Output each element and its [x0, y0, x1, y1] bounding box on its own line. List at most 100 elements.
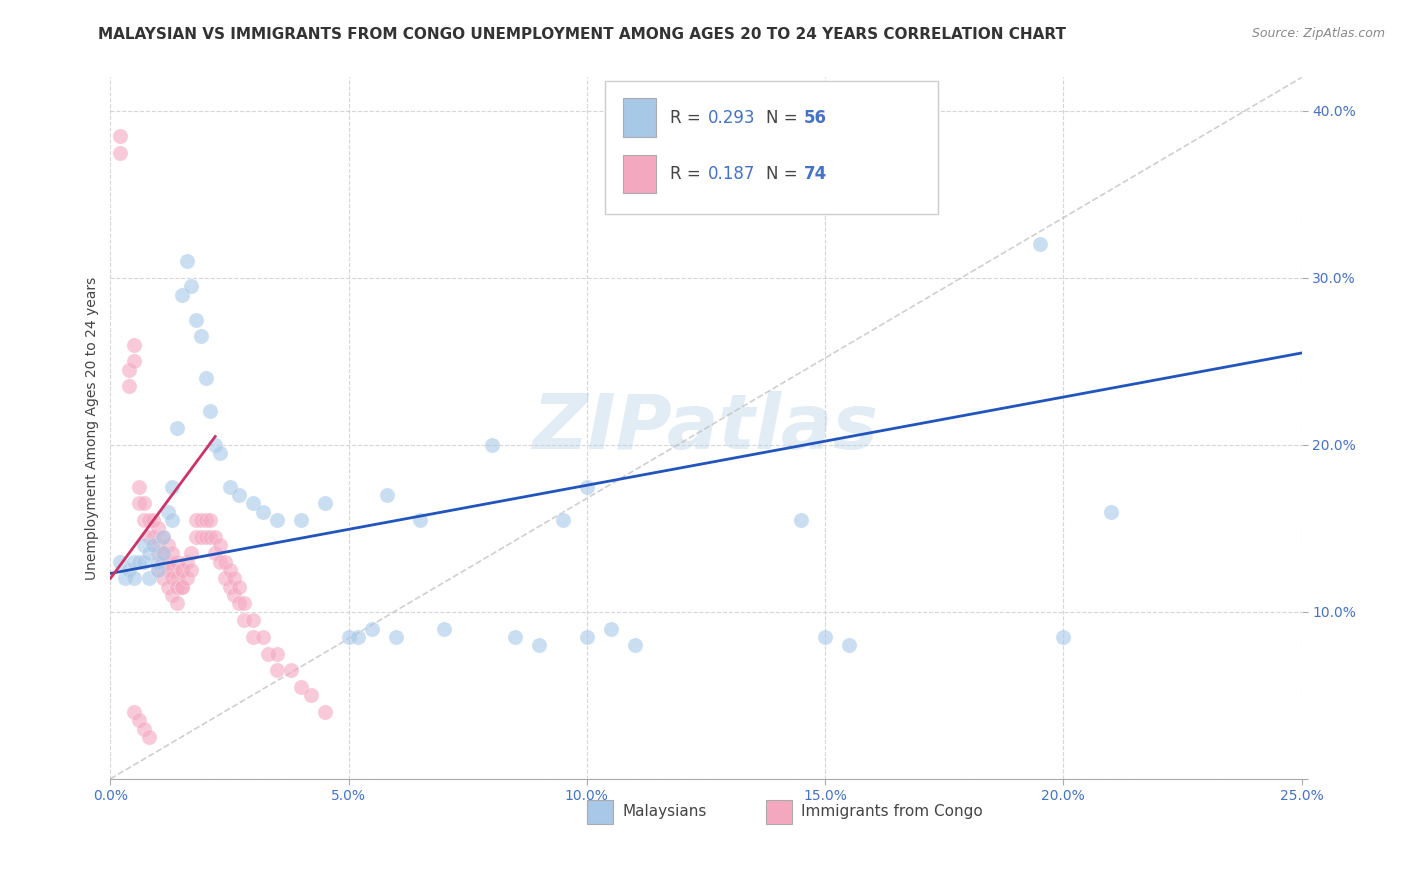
Point — [208, 446, 231, 460]
Point — [814, 630, 837, 644]
Text: 0.293: 0.293 — [709, 109, 756, 128]
Point — [138, 530, 160, 544]
Point — [128, 555, 150, 569]
Point — [1028, 237, 1050, 252]
Point — [146, 563, 169, 577]
Point — [186, 312, 208, 326]
Point — [146, 546, 169, 560]
Text: 0.187: 0.187 — [709, 165, 756, 183]
Point — [156, 555, 179, 569]
Point — [481, 438, 503, 452]
Point — [214, 555, 236, 569]
Point — [204, 546, 226, 560]
Point — [166, 597, 188, 611]
Text: R =: R = — [671, 109, 706, 128]
Point — [142, 513, 165, 527]
Point — [162, 588, 184, 602]
Point — [194, 530, 217, 544]
Point — [170, 563, 193, 577]
Point — [190, 329, 212, 343]
Point — [551, 513, 574, 527]
Point — [218, 580, 240, 594]
Point — [114, 571, 136, 585]
Point — [152, 530, 174, 544]
Point — [228, 597, 250, 611]
Point — [132, 496, 155, 510]
Point — [623, 638, 645, 652]
Point — [409, 513, 432, 527]
Point — [118, 379, 141, 393]
Point — [242, 630, 264, 644]
Point — [204, 530, 226, 544]
Point — [152, 571, 174, 585]
Point — [190, 513, 212, 527]
Point — [1052, 630, 1074, 644]
Point — [146, 538, 169, 552]
Point — [138, 546, 160, 560]
Point — [575, 480, 598, 494]
Point — [162, 571, 184, 585]
Text: MALAYSIAN VS IMMIGRANTS FROM CONGO UNEMPLOYMENT AMONG AGES 20 TO 24 YEARS CORREL: MALAYSIAN VS IMMIGRANTS FROM CONGO UNEMP… — [98, 27, 1066, 42]
Point — [132, 513, 155, 527]
Point — [152, 546, 174, 560]
Point — [122, 354, 145, 368]
Point — [132, 538, 155, 552]
Point — [118, 362, 141, 376]
Point — [162, 546, 184, 560]
Point — [337, 630, 360, 644]
Point — [385, 630, 408, 644]
Point — [122, 705, 145, 719]
Point — [290, 680, 312, 694]
Point — [347, 630, 370, 644]
Point — [132, 555, 155, 569]
Point — [128, 496, 150, 510]
Point — [170, 563, 193, 577]
Text: Malaysians: Malaysians — [623, 805, 707, 819]
Point — [166, 555, 188, 569]
Point — [194, 371, 217, 385]
Point — [838, 638, 860, 652]
Point — [200, 513, 222, 527]
Point — [200, 530, 222, 544]
Point — [156, 563, 179, 577]
Point — [152, 530, 174, 544]
Text: N =: N = — [765, 165, 803, 183]
Point — [194, 513, 217, 527]
Point — [256, 647, 278, 661]
Point — [208, 555, 231, 569]
Point — [252, 630, 274, 644]
Text: 56: 56 — [804, 109, 827, 128]
Point — [266, 647, 288, 661]
Point — [122, 555, 145, 569]
Point — [170, 580, 193, 594]
Bar — [623, 154, 657, 194]
Point — [146, 521, 169, 535]
Point — [162, 480, 184, 494]
Point — [156, 505, 179, 519]
Point — [162, 513, 184, 527]
Point — [190, 530, 212, 544]
Point — [128, 714, 150, 728]
Point — [242, 613, 264, 627]
Point — [176, 254, 198, 268]
Point — [529, 638, 551, 652]
Point — [228, 580, 250, 594]
Point — [142, 538, 165, 552]
Point — [156, 538, 179, 552]
Y-axis label: Unemployment Among Ages 20 to 24 years: Unemployment Among Ages 20 to 24 years — [86, 277, 100, 580]
Point — [128, 480, 150, 494]
Bar — [765, 800, 792, 824]
Point — [575, 630, 598, 644]
Point — [138, 571, 160, 585]
Point — [790, 513, 813, 527]
Point — [138, 513, 160, 527]
Text: ZIPatlas: ZIPatlas — [533, 391, 879, 465]
Point — [108, 145, 131, 160]
Point — [314, 705, 336, 719]
Point — [166, 421, 188, 435]
Point — [122, 571, 145, 585]
Point — [152, 546, 174, 560]
Point — [314, 496, 336, 510]
Point — [200, 404, 222, 418]
Point — [208, 538, 231, 552]
